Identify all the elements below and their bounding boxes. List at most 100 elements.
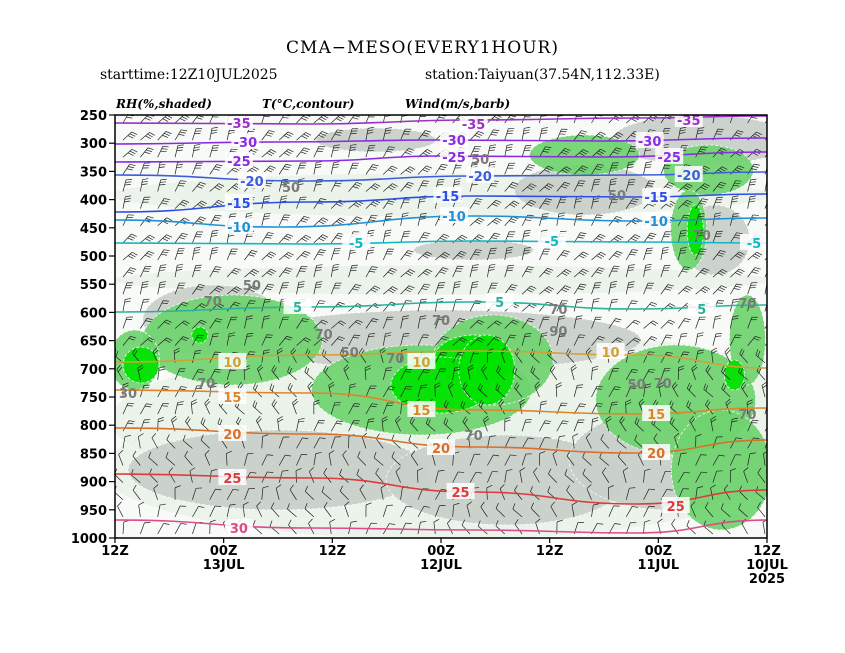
wind-barb [622,467,629,483]
wind-barb [157,198,171,209]
wind-barb [255,415,263,432]
wind-barb [400,285,415,295]
wind-barb [434,470,445,483]
rh-contour-label: 70 [738,297,756,312]
x-tick-date-label: 13JUL [203,558,245,573]
wind-barb [278,436,290,449]
wind-barb [192,319,207,329]
wind-barb [764,271,767,278]
y-tick-label: 900 [80,476,107,491]
wind-barb [200,434,210,449]
wind-barb [157,319,172,329]
wind-barb [452,318,466,329]
wind-barb [373,451,384,466]
wind-barb [296,281,305,295]
wind-barb [556,420,569,432]
wind-barb [365,385,377,398]
temperature-label-bg [224,519,253,535]
rh-contour-label: 50 [608,189,626,204]
temperature-contour [115,171,767,182]
wind-barb [296,437,309,449]
y-tick-label: 600 [80,306,107,321]
temperature-label-bg [440,207,469,223]
wind-barb [671,381,679,398]
wind-barb [417,180,430,192]
rh-contour-label: 70 [549,303,567,318]
wind-barb [660,284,674,295]
wind-barb [573,419,585,432]
temperature-contour-label: 30 [230,522,248,537]
wind-barb [365,418,375,432]
wind-barb [157,178,167,192]
wind-barb [712,269,728,278]
wind-barb [226,316,238,329]
wind-barb [365,333,376,346]
wind-barb [304,503,315,518]
wind-barb [556,435,566,449]
temperature-contour-label: -20 [468,170,492,185]
wind-barb [174,401,184,415]
y-tick-label: 350 [80,165,107,180]
wind-barb [174,232,189,244]
wind-barb [296,147,310,158]
wind-barb [695,183,711,192]
wind-barb [591,385,603,398]
wind-barb [192,143,201,158]
wind-barb [434,505,446,517]
wind-barb [677,266,691,278]
wind-barb [660,471,672,483]
wind-barb [348,420,360,432]
wind-barb [157,234,173,244]
y-tick-label: 500 [80,250,107,265]
temperature-contour-label: 5 [495,296,504,311]
wind-barb [452,351,465,363]
wind-barb [747,452,756,466]
wind-barb [487,247,497,261]
wind-barb [330,247,341,261]
wind-barb [148,468,158,483]
temperature-label-bg [446,483,475,499]
temperature-label-bg [407,401,436,417]
wind-barb [157,523,170,535]
wind-barb [643,368,656,381]
wind-barb [469,337,485,346]
wind-barb [487,282,498,295]
temperature-contour-label: -15 [227,197,251,212]
wind-barb [287,503,297,518]
wind-barb [122,298,132,312]
wind-barb [271,399,280,415]
wind-barb [395,415,401,432]
wind-barb [539,146,552,158]
wind-barb [573,165,589,175]
temperature-contour-label: -20 [240,175,264,190]
wind-barb [677,333,688,346]
wind-barb [710,416,717,432]
wind-barb [625,337,641,346]
wind-barb [425,417,436,432]
wind-barb [591,251,607,261]
wind-barb [605,415,612,432]
wind-barb [695,286,711,295]
wind-barb [573,334,586,346]
wind-barb [271,365,280,381]
wind-barb [521,285,537,295]
wind-barb [140,298,150,312]
wind-barb [348,403,361,415]
wind-barb [296,250,311,261]
wind-barb [677,471,691,483]
wind-barb [462,382,471,398]
wind-barb [712,196,724,209]
wind-barb [720,503,731,518]
wind-barb [330,129,344,141]
rh-contour-label: 50 [471,153,489,168]
wind-barb [763,451,767,466]
wind-barb [660,231,672,244]
temp-field-label: T(°C,contour) [262,97,354,111]
wind-barb [504,143,513,158]
wind-barb [226,286,242,295]
wind-barb [321,349,332,364]
temperature-label-bg [440,148,469,164]
wind-barb [521,115,531,124]
wind-barb [244,315,253,329]
wind-barb [408,434,419,449]
